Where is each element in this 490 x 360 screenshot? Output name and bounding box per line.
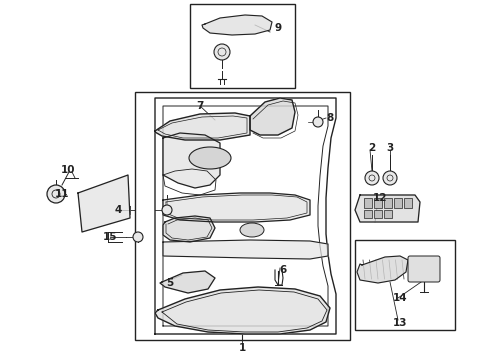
- Circle shape: [383, 171, 397, 185]
- Circle shape: [162, 205, 172, 215]
- Text: 7: 7: [196, 101, 204, 111]
- Text: 11: 11: [55, 189, 69, 199]
- Polygon shape: [163, 133, 220, 188]
- Circle shape: [313, 117, 323, 127]
- Text: 4: 4: [114, 205, 122, 215]
- Text: 1: 1: [238, 343, 245, 353]
- FancyBboxPatch shape: [408, 256, 440, 282]
- Text: 5: 5: [167, 278, 173, 288]
- Text: 10: 10: [61, 165, 75, 175]
- Text: 2: 2: [368, 143, 376, 153]
- Polygon shape: [163, 193, 310, 222]
- Bar: [374, 198, 382, 208]
- Polygon shape: [357, 256, 408, 283]
- Circle shape: [365, 171, 379, 185]
- Bar: [190, 4, 295, 88]
- Bar: [364, 198, 372, 208]
- Polygon shape: [202, 15, 272, 35]
- Bar: [404, 198, 412, 208]
- Bar: [364, 210, 372, 218]
- Ellipse shape: [189, 147, 231, 169]
- Bar: [374, 210, 382, 218]
- Text: 12: 12: [373, 193, 387, 203]
- Text: 9: 9: [274, 23, 282, 33]
- Text: 8: 8: [326, 113, 334, 123]
- Text: 13: 13: [393, 318, 407, 328]
- Circle shape: [133, 232, 143, 242]
- Polygon shape: [160, 271, 215, 293]
- Bar: [384, 210, 392, 218]
- Text: 3: 3: [387, 143, 393, 153]
- Polygon shape: [155, 113, 250, 140]
- Polygon shape: [155, 287, 330, 334]
- Polygon shape: [163, 216, 215, 242]
- Bar: [384, 198, 392, 208]
- Ellipse shape: [240, 223, 264, 237]
- Text: 15: 15: [103, 232, 117, 242]
- Text: 6: 6: [279, 265, 287, 275]
- Circle shape: [214, 44, 230, 60]
- Bar: [394, 198, 402, 208]
- Bar: [355, 240, 455, 330]
- Circle shape: [47, 185, 65, 203]
- Text: 14: 14: [392, 293, 407, 303]
- Polygon shape: [250, 98, 295, 135]
- Bar: [135, 92, 350, 340]
- Polygon shape: [163, 240, 328, 259]
- Polygon shape: [355, 195, 420, 222]
- Polygon shape: [78, 175, 130, 232]
